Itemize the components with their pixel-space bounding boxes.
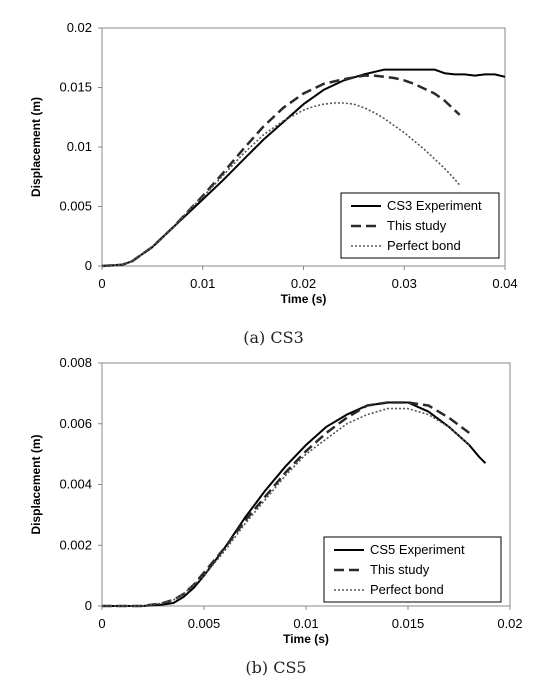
legend: CS3 Experiment This study Perfect bond bbox=[340, 192, 500, 259]
y-tick-label: 0.02 bbox=[67, 20, 92, 35]
x-tick-label: 0.01 bbox=[293, 616, 318, 631]
x-tick-label: 0.03 bbox=[392, 276, 417, 291]
y-tick-label: 0.004 bbox=[59, 477, 92, 492]
y-tick-label: 0.005 bbox=[59, 199, 92, 214]
y-tick-label: 0.008 bbox=[59, 355, 92, 370]
x-axis-label: Time (s) bbox=[281, 292, 327, 306]
legend-label: This study bbox=[370, 562, 430, 577]
legend-label: CS5 Experiment bbox=[370, 542, 465, 557]
y-axis-label: Displacement (m) bbox=[29, 434, 43, 534]
legend-label: Perfect bond bbox=[387, 238, 461, 253]
series-line-dashed bbox=[102, 401, 470, 608]
y-tick-label: 0.006 bbox=[59, 416, 92, 431]
x-axis-label: Time (s) bbox=[283, 632, 329, 646]
x-tick-label: 0.04 bbox=[492, 276, 517, 291]
x-tick-label: 0.02 bbox=[291, 276, 316, 291]
series-line-dotted bbox=[102, 407, 470, 607]
legend-label: CS3 Experiment bbox=[387, 198, 482, 213]
x-tick-label: 0 bbox=[98, 276, 105, 291]
legend-label: Perfect bond bbox=[370, 582, 444, 597]
chart-1: 0 0.005 0.01 0.015 0.02 0 0.01 0.02 0.03 0.04 Time… bbox=[29, 20, 518, 347]
y-tick-label: 0 bbox=[85, 258, 92, 273]
x-tick-label: 0.01 bbox=[190, 276, 215, 291]
y-tick-label: 0 bbox=[85, 598, 92, 613]
y-axis-label: Displacement (m) bbox=[29, 97, 43, 197]
x-tick-label: 0.015 bbox=[392, 616, 425, 631]
x-tick-label: 0.005 bbox=[188, 616, 221, 631]
y-tick-label: 0.015 bbox=[59, 80, 92, 95]
figure-caption: (b) CS5 bbox=[245, 658, 306, 677]
series-line-dashed bbox=[101, 74, 461, 268]
y-tick-label: 0.01 bbox=[67, 139, 92, 154]
series-line-dotted bbox=[101, 102, 461, 267]
legend-box bbox=[340, 192, 500, 259]
chart-2: 0 0.002 0.004 0.006 0.008 0 0.005 0.01 0.015 0.02… bbox=[29, 355, 523, 677]
series-line-solid bbox=[102, 401, 487, 607]
x-tick-label: 0.02 bbox=[497, 616, 522, 631]
figure-caption: (a) CS3 bbox=[243, 328, 304, 347]
legend: CS5 Experiment This study Perfect bond bbox=[323, 536, 502, 603]
legend-label: This study bbox=[387, 218, 447, 233]
x-tick-label: 0 bbox=[98, 616, 105, 631]
y-tick-label: 0.002 bbox=[59, 537, 92, 552]
